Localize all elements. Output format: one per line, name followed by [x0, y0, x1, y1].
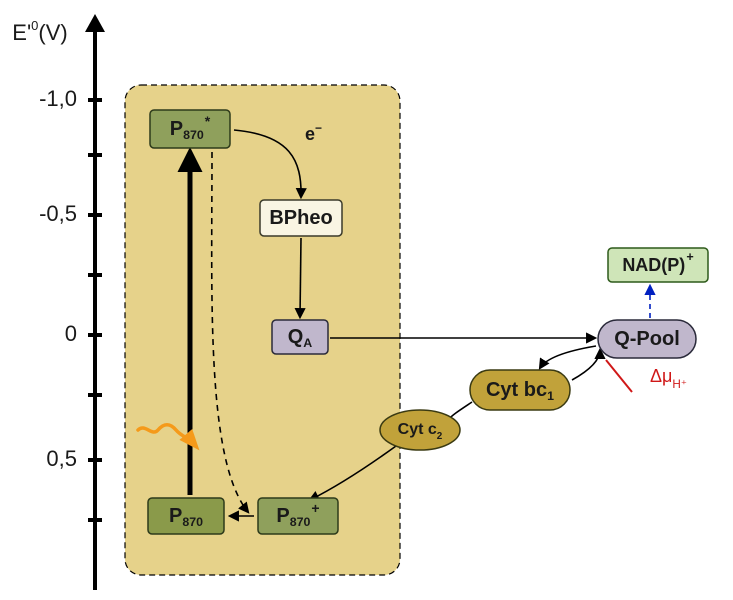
node-label: NAD(P)+	[622, 250, 693, 274]
delta-mu-label: ΔμH⁺	[650, 366, 687, 391]
node-bpheo: BPheo	[260, 200, 342, 236]
node-label: Cyt bc1	[486, 379, 554, 403]
axis-tick-label: 0,5	[46, 446, 77, 471]
arrow-bpheo-to-qa	[300, 238, 301, 317]
node-nadp: NAD(P)+	[608, 248, 708, 282]
node-label: BPheo	[269, 207, 332, 229]
axis-title: E'0(V)	[12, 18, 67, 45]
delta-mu-line	[606, 360, 632, 392]
axis-tick-label: 0	[65, 321, 77, 346]
energy-diagram: -1,0-0,500,5E'0(V) e− P870*BPheoQAP870P8…	[0, 0, 733, 600]
node-cytc2: Cyt c2	[380, 410, 460, 450]
node-qa: QA	[272, 320, 328, 354]
node-p870plus: P870+	[258, 498, 338, 534]
node-p870star: P870*	[150, 110, 230, 148]
y-axis-arrowhead	[85, 14, 105, 32]
node-qpool: Q-Pool	[598, 320, 696, 358]
node-p870: P870	[148, 498, 224, 534]
axis-tick-label: -0,5	[39, 201, 77, 226]
node-label: Q-Pool	[614, 328, 680, 350]
node-cytbc1: Cyt bc1	[470, 370, 570, 410]
arrow-qpool-to-cytbc1	[540, 346, 596, 368]
axis-tick-label: -1,0	[39, 86, 77, 111]
arrow-cytbc1-to-qpool	[572, 350, 600, 380]
